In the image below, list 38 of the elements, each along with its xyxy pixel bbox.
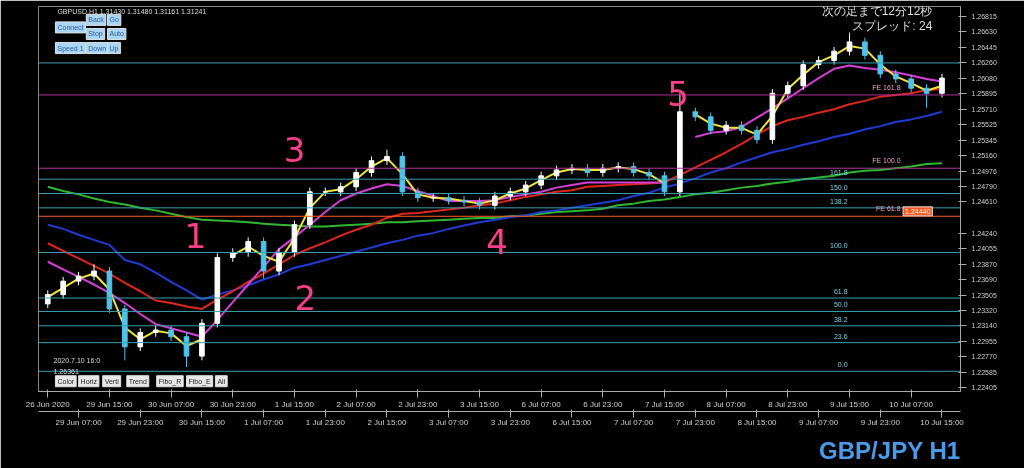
x-tick-label: 1 Jul 07:00 [244, 417, 284, 427]
annotation: 3 [283, 129, 306, 170]
x-tick-label: 9 Jul 07:00 [799, 417, 839, 427]
x-tick-label: 8 Jul 23:00 [768, 399, 808, 409]
x-tick-label: 6 Jul 15:00 [552, 417, 593, 427]
x-tick-label: 30 Jun 07:00 [147, 399, 195, 409]
x-tick-label: 30 Jun 15:00 [178, 417, 226, 427]
x-tick-label: 2 Jul 07:00 [336, 399, 377, 409]
text: GBP/JPY H1 [819, 436, 961, 464]
x-tick-label: 3 Jul 23:00 [490, 417, 531, 427]
x-tick-label: 7 Jul 07:00 [614, 417, 654, 427]
annotation: 4 [486, 221, 508, 262]
x-tick-label: 8 Jul 07:00 [706, 399, 747, 409]
x-tick-label: 2 Jul 23:00 [398, 399, 438, 409]
annotation: 次の足まで12分12秒 [821, 4, 933, 19]
x-tick-label: 6 Jul 23:00 [583, 399, 623, 409]
x-tick-label: 26 Jun 2020 [25, 399, 71, 409]
annotation: スプレッド: 24 [852, 18, 933, 33]
x-tick-label: 29 Jun 23:00 [117, 417, 164, 427]
x-tick-label: 1 Jul 15:00 [274, 399, 315, 409]
x-tick-label: 10 Jul 15:00 [920, 417, 965, 427]
x-tick-label: 29 Jun 07:00 [55, 417, 103, 427]
x-tick-label: 8 Jul 15:00 [737, 417, 778, 427]
x-tick-label: 3 Jul 07:00 [429, 417, 469, 427]
x-tick-label: 29 Jun 15:00 [86, 399, 134, 409]
annotation: 5 [667, 73, 689, 114]
x-tick-label: 9 Jul 23:00 [860, 417, 901, 427]
x-tick-label: 2 Jul 15:00 [367, 417, 408, 427]
x-tick-label: 9 Jul 15:00 [829, 399, 870, 409]
x-tick-label: 1 Jul 23:00 [305, 417, 346, 427]
x-tick-label: 6 Jul 07:00 [521, 399, 562, 409]
x-tick-label: 7 Jul 23:00 [675, 417, 716, 427]
x-tick-label: 30 Jun 23:00 [209, 399, 257, 409]
annotation: 2 [294, 278, 317, 319]
x-tick-label: 7 Jul 15:00 [644, 399, 685, 409]
x-tick-label: 3 Jul 15:00 [459, 399, 500, 409]
x-tick-label: 10 Jul 07:00 [889, 399, 934, 409]
annotation: 1 [184, 216, 207, 257]
